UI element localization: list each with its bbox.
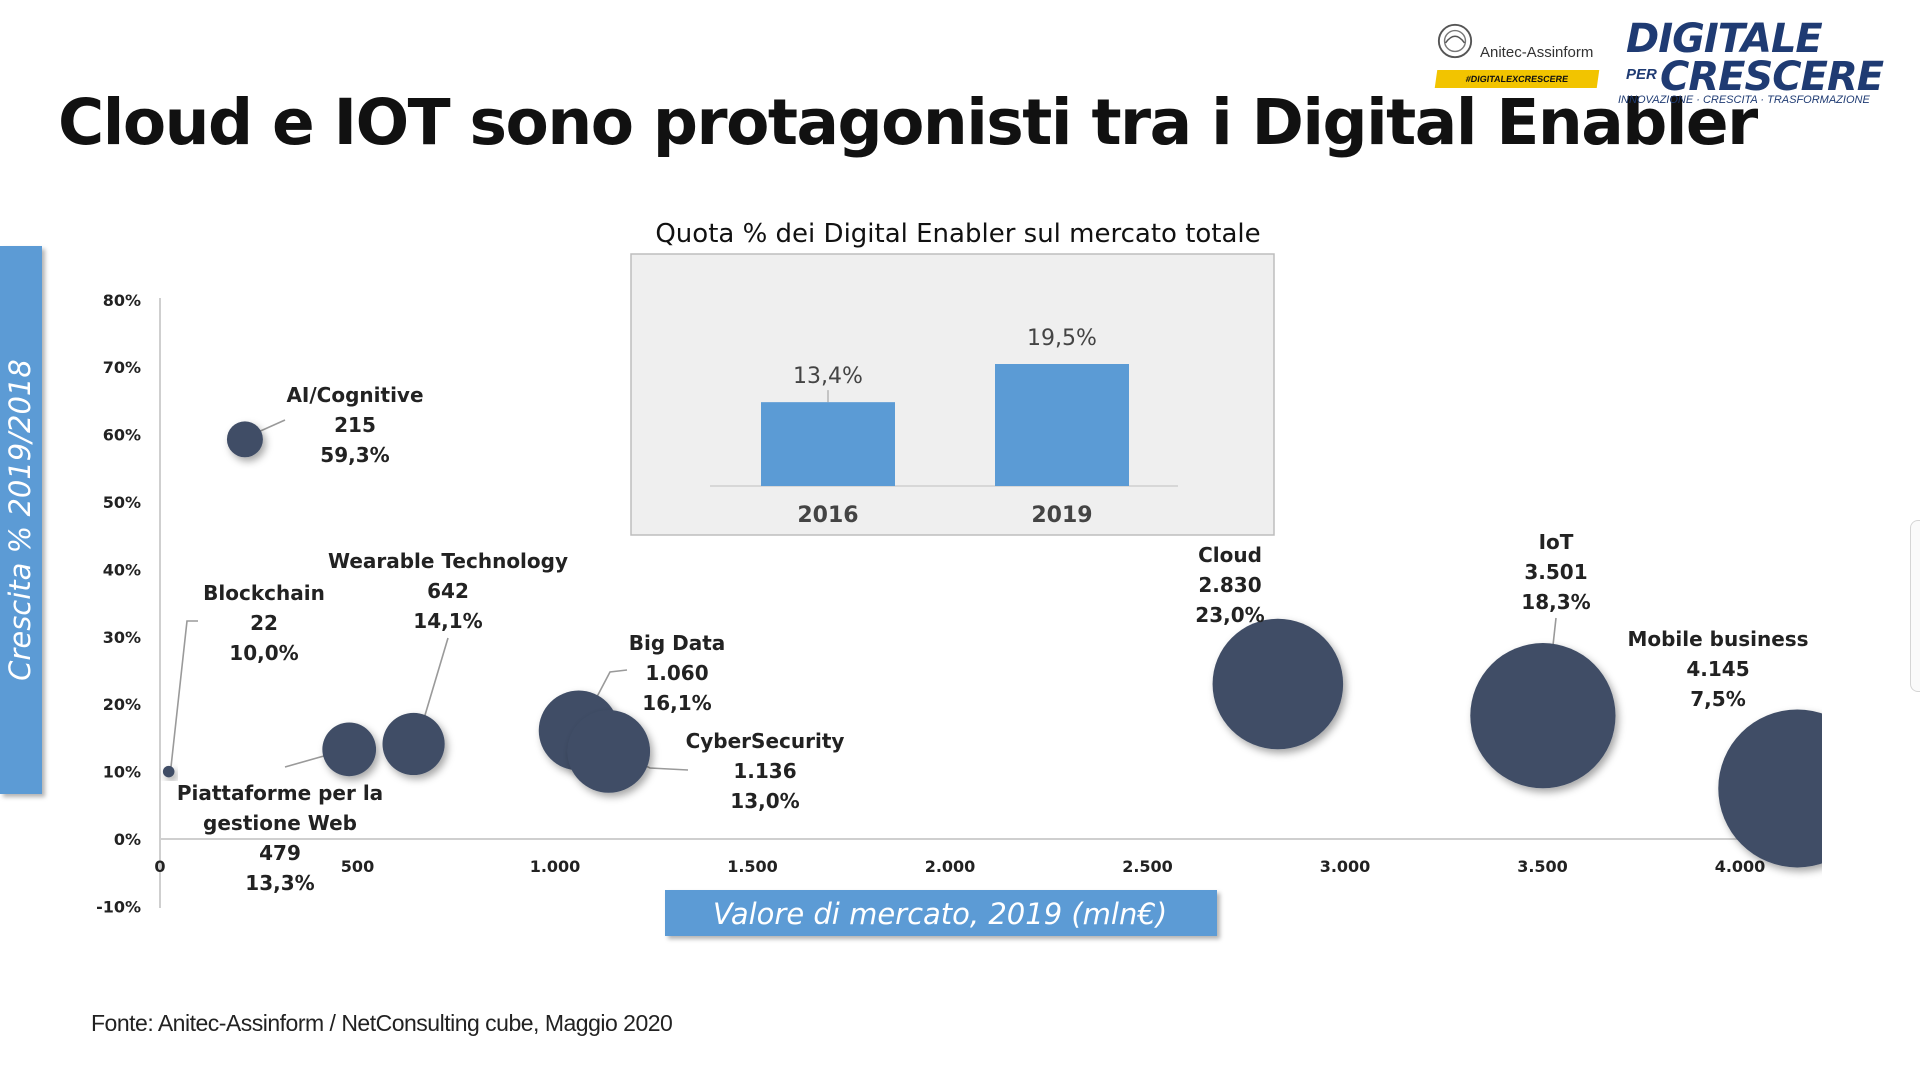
- bubble-point: [1470, 643, 1616, 789]
- x-tick-label: 1.000: [530, 857, 581, 876]
- x-tick-label: 4.000: [1715, 857, 1766, 876]
- bubble-chart: Crescita % 2019/2018 Valore di mercato, …: [0, 219, 1822, 936]
- inset-bar-value: 13,4%: [793, 364, 863, 389]
- y-tick-label: 70%: [103, 358, 141, 377]
- bubble-point: [382, 712, 445, 776]
- y-axis-title: Crescita % 2019/2018: [3, 359, 37, 681]
- bubble-label: Blockchain 22 10,0%: [203, 581, 325, 665]
- anitec-assinform-logo: Anitec-Assinform #DIGITALEXCRESCERE: [1434, 20, 1604, 96]
- bubble-label: Big Data 1.060 16,1%: [629, 631, 726, 715]
- inset-chart-title: Quota % dei Digital Enabler sul mercato …: [655, 219, 1260, 249]
- bubble-label: CyberSecurity 1.136 13,0%: [686, 729, 845, 813]
- y-axis-title-box: [0, 246, 42, 794]
- anitec-name: Anitec-Assinform: [1480, 44, 1594, 61]
- source-note: Fonte: Anitec-Assinform / NetConsulting …: [91, 1010, 673, 1036]
- digitale-per-crescere-logo: DIGITALE PER CRESCERE INNOVAZIONE · CRES…: [1616, 14, 1900, 114]
- bubble-label: Cloud 2.830 23,0%: [1195, 543, 1264, 627]
- slide-title: Cloud e IOT sono protagonisti tra i Digi…: [58, 86, 1758, 159]
- bubble-label: Piattaforme per la gestione Web 479 13,3%: [177, 781, 383, 895]
- bubble-point: [162, 765, 175, 778]
- x-tick-label: 3.000: [1320, 857, 1371, 876]
- y-tick-label: 20%: [103, 695, 141, 714]
- y-tick-label: 60%: [103, 426, 141, 445]
- y-tick-label: -10%: [96, 897, 141, 916]
- x-tick-label: 3.500: [1517, 857, 1568, 876]
- bubble-point: [226, 421, 263, 458]
- y-tick-label: 0%: [114, 830, 141, 849]
- logo-word-per: PER: [1626, 66, 1657, 83]
- inset-chart-frame: [630, 253, 1275, 536]
- x-axis-title: Valore di mercato, 2019 (mln€): [713, 897, 1167, 931]
- y-tick-label: 50%: [103, 493, 141, 512]
- bubble-label: AI/Cognitive 215 59,3%: [286, 383, 423, 467]
- bubble-point: [1212, 618, 1344, 750]
- side-panel-handle[interactable]: [1910, 520, 1920, 692]
- bubble-label: Mobile business 4.145 7,5%: [1627, 627, 1808, 711]
- bubble-label: IoT 3.501 18,3%: [1521, 530, 1590, 614]
- x-axis-title-box: [665, 890, 1217, 936]
- x-tick-label: 500: [341, 857, 374, 876]
- y-tick-label: 30%: [103, 628, 141, 647]
- x-tick-label: 2.500: [1122, 857, 1173, 876]
- inset-bar: [761, 402, 895, 486]
- x-tick-label: 1.500: [727, 857, 778, 876]
- label-leader-line: [169, 620, 198, 777]
- y-tick-label: 80%: [103, 291, 141, 310]
- bubble-point: [1718, 709, 1822, 868]
- anitec-seal-icon: [1437, 23, 1473, 59]
- inset-bar-value: 19,5%: [1027, 326, 1097, 351]
- inset-category-label: 2016: [797, 503, 858, 528]
- logo-subtitle: INNOVAZIONE · CRESCITA · TRASFORMAZIONE: [1618, 94, 1870, 106]
- inset-bar: [995, 364, 1129, 486]
- y-tick-label: 10%: [103, 763, 141, 782]
- bubble-point: [567, 710, 651, 793]
- y-tick-label: 40%: [103, 560, 141, 579]
- inset-category-label: 2019: [1031, 503, 1092, 528]
- logo-word-crescere: CRESCERE: [1660, 54, 1884, 100]
- bubble-point: [322, 722, 377, 777]
- x-tick-label: 0: [154, 857, 165, 876]
- bubble-label: Wearable Technology 642 14,1%: [328, 549, 568, 633]
- x-tick-label: 2.000: [925, 857, 976, 876]
- logo-word-digitale: DIGITALE: [1626, 16, 1823, 62]
